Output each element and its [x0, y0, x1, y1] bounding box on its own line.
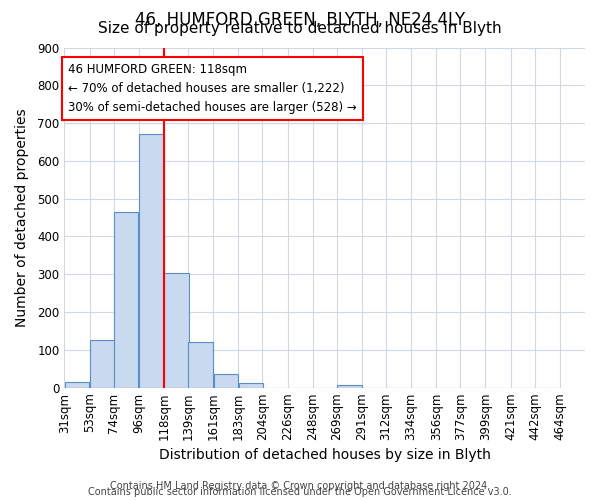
- Bar: [114, 212, 139, 388]
- Bar: [65, 382, 89, 388]
- Bar: [90, 340, 115, 388]
- Bar: [188, 342, 213, 388]
- Bar: [239, 383, 263, 388]
- Text: Contains public sector information licensed under the Open Government Licence v3: Contains public sector information licen…: [88, 487, 512, 497]
- Text: Contains HM Land Registry data © Crown copyright and database right 2024.: Contains HM Land Registry data © Crown c…: [110, 481, 490, 491]
- Text: 46 HUMFORD GREEN: 118sqm
← 70% of detached houses are smaller (1,222)
30% of sem: 46 HUMFORD GREEN: 118sqm ← 70% of detach…: [68, 63, 356, 114]
- Text: Size of property relative to detached houses in Blyth: Size of property relative to detached ho…: [98, 22, 502, 36]
- X-axis label: Distribution of detached houses by size in Blyth: Distribution of detached houses by size …: [159, 448, 491, 462]
- Bar: [164, 273, 189, 388]
- Bar: [337, 384, 362, 388]
- Y-axis label: Number of detached properties: Number of detached properties: [15, 108, 29, 327]
- Text: 46, HUMFORD GREEN, BLYTH, NE24 4LY: 46, HUMFORD GREEN, BLYTH, NE24 4LY: [135, 11, 465, 29]
- Bar: [139, 134, 164, 388]
- Bar: [214, 374, 238, 388]
